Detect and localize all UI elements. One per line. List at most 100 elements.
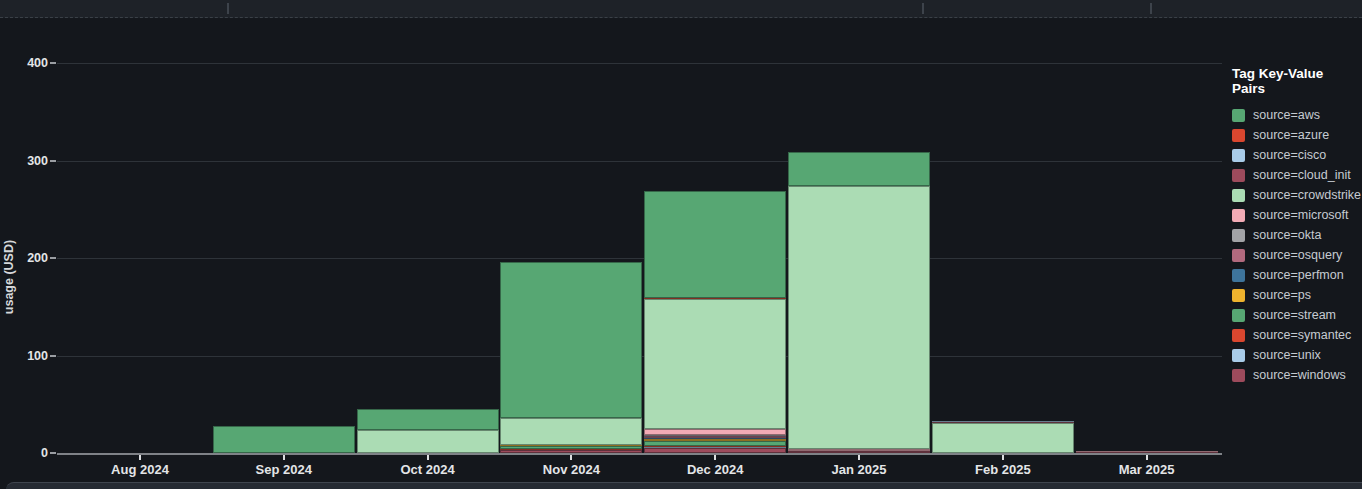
legend-item-source-microsoft[interactable]: source=microsoft	[1232, 205, 1360, 225]
x-tick-mark	[1002, 455, 1004, 460]
legend-label: source=microsoft	[1253, 208, 1349, 222]
bar-segment-source-windows[interactable]	[788, 451, 930, 453]
bar-segment-source-aws[interactable]	[357, 409, 499, 429]
y-tick-label: 300	[8, 154, 48, 168]
x-tick-label: Jan 2025	[799, 462, 919, 477]
x-tick-mark	[427, 455, 429, 460]
legend-label: source=unix	[1253, 348, 1321, 362]
bottom-panel-strip	[6, 482, 1362, 489]
legend-label: source=symantec	[1253, 328, 1351, 342]
bar-oct-2024	[357, 409, 499, 453]
bar-segment-source-aws[interactable]	[788, 152, 930, 186]
legend-swatch-icon	[1232, 269, 1245, 282]
y-tick-mark	[50, 62, 56, 64]
bar-segment-source-crowdstrike[interactable]	[357, 430, 499, 453]
legend-item-source-aws[interactable]: source=aws	[1232, 105, 1360, 125]
legend-label: source=perfmon	[1253, 268, 1344, 282]
bar-segment-source-crowdstrike[interactable]	[500, 418, 642, 445]
y-axis-title: usage (USD)	[2, 232, 16, 322]
x-tick-label: Nov 2024	[511, 462, 631, 477]
bar-jan-2025	[788, 152, 930, 453]
y-tick-mark	[50, 452, 56, 454]
x-tick-mark	[858, 455, 860, 460]
y-tick-mark	[50, 257, 56, 259]
legend-swatch-icon	[1232, 189, 1245, 202]
gridline	[57, 258, 1222, 259]
bar-segment-source-aws[interactable]	[213, 426, 355, 453]
legend-swatch-icon	[1232, 289, 1245, 302]
bar-segment-source-crowdstrike[interactable]	[788, 186, 930, 449]
legend-swatch-icon	[1232, 349, 1245, 362]
legend-label: source=stream	[1253, 308, 1336, 322]
bar-mar-2025	[1076, 451, 1218, 453]
legend-label: source=cisco	[1253, 148, 1326, 162]
legend-swatch-icon	[1232, 169, 1245, 182]
bar-segment-source-crowdstrike[interactable]	[932, 423, 1074, 453]
legend-item-source-osquery[interactable]: source=osquery	[1232, 245, 1360, 265]
bar-segment-source-windows[interactable]	[500, 450, 642, 453]
legend-item-source-ps[interactable]: source=ps	[1232, 285, 1360, 305]
top-strip-divider	[922, 3, 924, 14]
legend-label: source=okta	[1253, 228, 1321, 242]
legend-label: source=osquery	[1253, 248, 1342, 262]
legend-items: source=aws source=azure source=cisco source…	[1232, 105, 1360, 385]
x-tick-mark	[570, 455, 572, 460]
legend-label: source=crowdstrike	[1253, 188, 1361, 202]
y-tick-label: 100	[8, 349, 48, 363]
bar-segment-source-aws[interactable]	[644, 191, 786, 298]
legend-swatch-icon	[1232, 249, 1245, 262]
bar-segment-source-crowdstrike[interactable]	[644, 299, 786, 430]
legend-item-source-okta[interactable]: source=okta	[1232, 225, 1360, 245]
bar-segment-source-windows[interactable]	[644, 448, 786, 453]
legend-item-source-crowdstrike[interactable]: source=crowdstrike	[1232, 185, 1360, 205]
legend-item-source-perfmon[interactable]: source=perfmon	[1232, 265, 1360, 285]
usage-chart-panel: usage (USD) 0 100 200 300 400 Aug 2024 Sep 202…	[0, 18, 1362, 481]
legend-item-source-symantec[interactable]: source=symantec	[1232, 325, 1360, 345]
x-tick-label: Mar 2025	[1087, 462, 1207, 477]
bar-sep-2024	[213, 426, 355, 453]
legend-item-source-unix[interactable]: source=unix	[1232, 345, 1360, 365]
legend-item-source-windows[interactable]: source=windows	[1232, 365, 1360, 385]
top-strip-divider	[1150, 3, 1152, 14]
bar-feb-2025	[932, 421, 1074, 453]
legend-swatch-icon	[1232, 329, 1245, 342]
legend-item-source-cisco[interactable]: source=cisco	[1232, 145, 1360, 165]
bar-dec-2024	[644, 191, 786, 453]
legend-item-source-stream[interactable]: source=stream	[1232, 305, 1360, 325]
bar-nov-2024	[500, 262, 642, 453]
y-tick-label: 400	[8, 56, 48, 70]
legend: Tag Key-Value Pairs source=aws source=azu…	[1232, 66, 1360, 385]
legend-item-source-azure[interactable]: source=azure	[1232, 125, 1360, 145]
legend-title: Tag Key-Value Pairs	[1232, 66, 1360, 96]
legend-swatch-icon	[1232, 229, 1245, 242]
x-tick-mark	[714, 455, 716, 460]
top-panel-strip	[0, 0, 1362, 18]
x-tick-label: Oct 2024	[368, 462, 488, 477]
x-tick-mark	[1146, 455, 1148, 460]
y-tick-label: 0	[8, 446, 48, 460]
bar-segment-source-windows[interactable]	[1076, 452, 1218, 453]
legend-swatch-icon	[1232, 109, 1245, 122]
legend-label: source=aws	[1253, 108, 1320, 122]
x-tick-label: Aug 2024	[80, 462, 200, 477]
gridline	[57, 63, 1222, 64]
legend-label: source=azure	[1253, 128, 1329, 142]
x-axis-line	[57, 453, 1222, 455]
legend-swatch-icon	[1232, 149, 1245, 162]
y-tick-mark	[50, 160, 56, 162]
legend-swatch-icon	[1232, 309, 1245, 322]
legend-item-source-cloud_init[interactable]: source=cloud_init	[1232, 165, 1360, 185]
gridline	[57, 161, 1222, 162]
y-tick-mark	[50, 355, 56, 357]
x-tick-label: Sep 2024	[224, 462, 344, 477]
top-strip-divider	[227, 3, 229, 14]
legend-swatch-icon	[1232, 209, 1245, 222]
legend-label: source=cloud_init	[1253, 168, 1351, 182]
x-tick-label: Dec 2024	[655, 462, 775, 477]
x-tick-label: Feb 2025	[943, 462, 1063, 477]
legend-swatch-icon	[1232, 129, 1245, 142]
x-tick-mark	[283, 455, 285, 460]
bar-segment-source-aws[interactable]	[500, 262, 642, 418]
y-tick-label: 200	[8, 251, 48, 265]
x-tick-mark	[139, 455, 141, 460]
